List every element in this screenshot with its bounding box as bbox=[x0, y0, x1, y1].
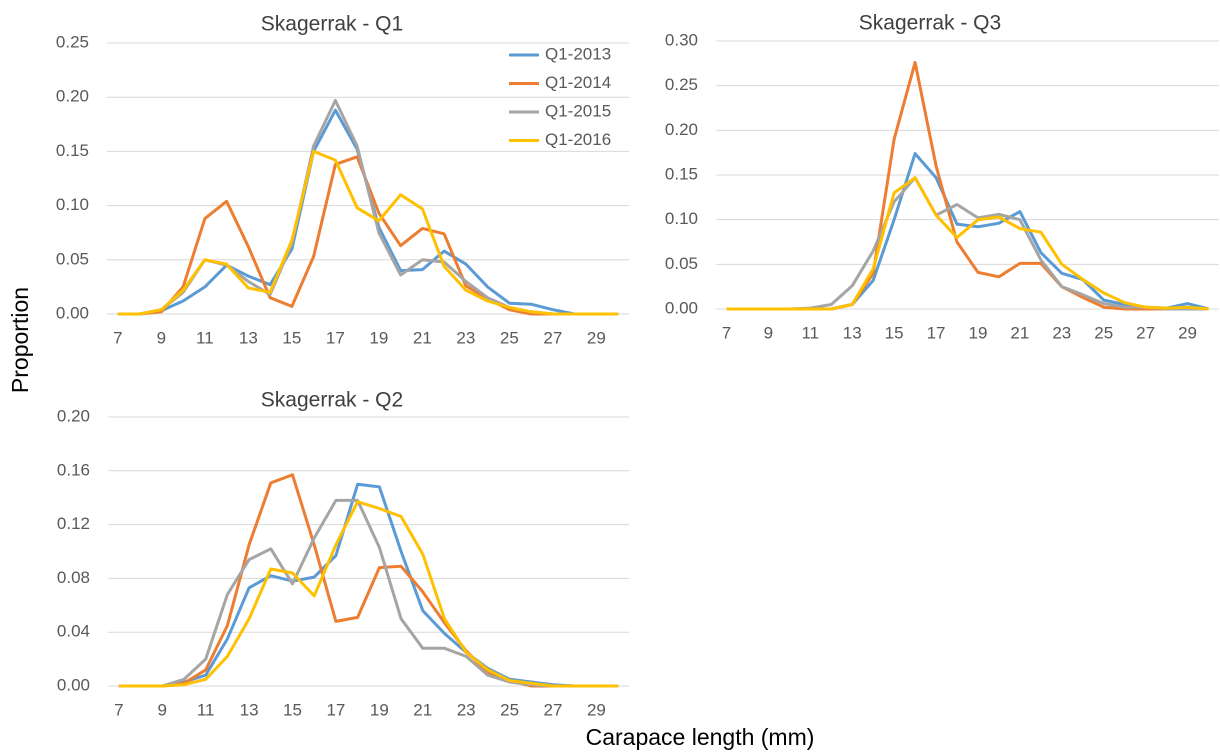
x-tick-label: 9 bbox=[158, 700, 167, 719]
x-tick-label: 23 bbox=[1052, 323, 1071, 342]
x-tick-label: 15 bbox=[885, 323, 904, 342]
series-line bbox=[117, 149, 619, 316]
series-line bbox=[118, 500, 619, 688]
x-tick-label: 11 bbox=[801, 323, 819, 342]
x-tick-label: 17 bbox=[927, 323, 946, 342]
x-tick-label: 13 bbox=[240, 700, 259, 719]
y-tick-label: 0.08 bbox=[57, 568, 90, 587]
y-tick-label: 0.20 bbox=[57, 406, 90, 425]
x-tick-label: 7 bbox=[722, 323, 731, 342]
legend-label: Q1-2015 bbox=[545, 101, 611, 120]
legend-label: Q1-2013 bbox=[545, 44, 611, 63]
series-line bbox=[117, 99, 619, 316]
x-tick-label: 23 bbox=[457, 700, 476, 719]
x-axis-title: Carapace length (mm) bbox=[586, 724, 815, 750]
series-line bbox=[118, 482, 619, 688]
y-tick-label: 0.15 bbox=[665, 164, 698, 183]
chart-title: Skagerrak - Q2 bbox=[261, 389, 403, 412]
y-tick-label: 0.00 bbox=[57, 675, 90, 694]
y-tick-label: 0.25 bbox=[665, 75, 698, 94]
x-tick-label: 17 bbox=[326, 328, 345, 347]
y-tick-label: 0.00 bbox=[665, 298, 698, 317]
x-tick-label: 7 bbox=[113, 328, 122, 347]
series-line bbox=[726, 176, 1209, 311]
y-axis-title: Proportion bbox=[7, 287, 33, 393]
x-tick-label: 23 bbox=[456, 328, 475, 347]
chart-title: Skagerrak - Q1 bbox=[261, 13, 403, 36]
x-tick-label: 29 bbox=[587, 700, 606, 719]
x-tick-label: 15 bbox=[283, 700, 302, 719]
y-tick-label: 0.30 bbox=[665, 30, 698, 49]
x-tick-label: 27 bbox=[1136, 323, 1155, 342]
y-tick-label: 0.20 bbox=[56, 87, 89, 106]
x-tick-label: 21 bbox=[1010, 323, 1029, 342]
x-tick-label: 27 bbox=[543, 328, 562, 347]
x-tick-label: 19 bbox=[969, 323, 988, 342]
y-tick-label: 0.00 bbox=[56, 303, 89, 322]
series-line bbox=[117, 155, 619, 316]
x-tick-label: 17 bbox=[326, 700, 345, 719]
series-line bbox=[117, 108, 619, 316]
y-tick-label: 0.04 bbox=[57, 622, 90, 641]
x-tick-label: 13 bbox=[843, 323, 862, 342]
x-tick-label: 29 bbox=[587, 328, 606, 347]
x-tick-label: 9 bbox=[157, 328, 166, 347]
x-tick-label: 19 bbox=[369, 328, 388, 347]
legend-label: Q1-2014 bbox=[545, 73, 611, 92]
y-tick-label: 0.16 bbox=[57, 460, 90, 479]
x-tick-label: 25 bbox=[500, 328, 519, 347]
series-line bbox=[726, 152, 1209, 311]
x-tick-label: 13 bbox=[239, 328, 258, 347]
y-tick-label: 0.05 bbox=[665, 254, 698, 273]
y-tick-label: 0.15 bbox=[56, 141, 89, 160]
x-tick-label: 27 bbox=[544, 700, 563, 719]
x-tick-label: 7 bbox=[114, 700, 123, 719]
y-tick-label: 0.10 bbox=[56, 195, 89, 214]
x-tick-label: 25 bbox=[1094, 323, 1113, 342]
y-tick-label: 0.20 bbox=[665, 120, 698, 139]
x-tick-label: 25 bbox=[500, 700, 519, 719]
y-tick-label: 0.05 bbox=[56, 249, 89, 268]
series-line bbox=[726, 176, 1209, 311]
y-tick-label: 0.12 bbox=[57, 514, 90, 533]
legend-label: Q1-2016 bbox=[545, 130, 611, 149]
series-line bbox=[726, 60, 1209, 311]
y-tick-label: 0.10 bbox=[665, 209, 698, 228]
y-tick-label: 0.25 bbox=[56, 32, 89, 51]
x-tick-label: 9 bbox=[764, 323, 773, 342]
x-tick-label: 15 bbox=[282, 328, 301, 347]
x-tick-label: 29 bbox=[1178, 323, 1197, 342]
x-tick-label: 21 bbox=[413, 700, 432, 719]
chart-title: Skagerrak - Q3 bbox=[859, 12, 1001, 35]
x-tick-label: 11 bbox=[197, 700, 215, 719]
x-tick-label: 21 bbox=[413, 328, 432, 347]
x-tick-label: 11 bbox=[196, 328, 214, 347]
x-tick-label: 19 bbox=[370, 700, 389, 719]
